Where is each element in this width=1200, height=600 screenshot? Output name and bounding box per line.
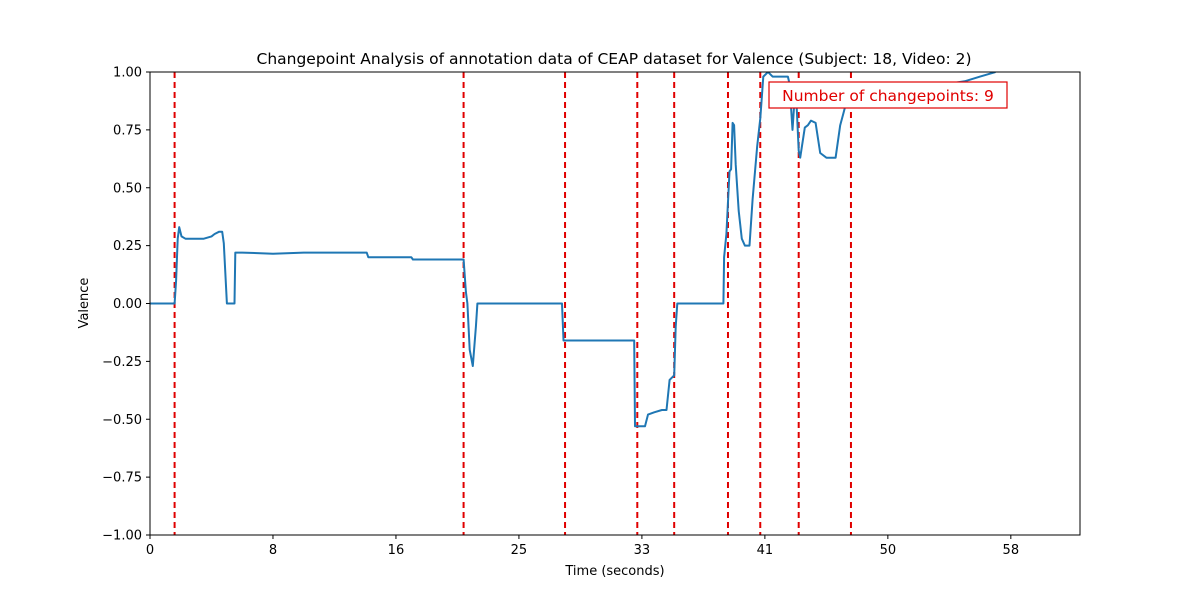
valence-series-line: [150, 72, 996, 428]
annotation-box: [768, 81, 1008, 109]
plot-area: [149, 71, 1081, 536]
x-tick-label: 0: [146, 543, 154, 558]
changepoint-count-annotation: Number of changepoints: 9: [768, 81, 1008, 109]
x-axis-label: Time (seconds): [564, 564, 664, 579]
x-tick-label: 58: [1003, 543, 1020, 558]
y-tick-label: −0.75: [102, 471, 142, 486]
annotation-text: Number of changepoints: 9: [782, 87, 994, 105]
x-tick-label: 41: [757, 543, 774, 558]
y-tick-label: 0.00: [113, 297, 142, 312]
x-tick-label: 8: [269, 543, 277, 558]
x-tick-label: 33: [634, 543, 651, 558]
y-tick-label: 0.75: [113, 123, 142, 138]
y-tick-label: −1.00: [102, 529, 142, 544]
x-axis: 0 8 16 25 33 41 50 58: [146, 535, 1019, 558]
y-tick-label: 0.50: [113, 181, 142, 196]
chart-title: Changepoint Analysis of annotation data …: [257, 50, 972, 68]
y-tick-label: −0.50: [102, 413, 142, 428]
y-tick-label: −0.25: [102, 355, 142, 370]
x-tick-label: 50: [880, 543, 897, 558]
changepoint-layer: [173, 72, 852, 535]
x-tick-label: 16: [388, 543, 405, 558]
y-axis: 1.00 0.75 0.50 0.25 0.00 −0.25 −0.50 −0.75 −1.00: [102, 66, 150, 544]
x-tick-label: 25: [511, 543, 528, 558]
y-tick-label: 0.25: [113, 239, 142, 254]
y-tick-label: 1.00: [113, 66, 142, 81]
y-axis-label: Valence: [77, 278, 92, 329]
